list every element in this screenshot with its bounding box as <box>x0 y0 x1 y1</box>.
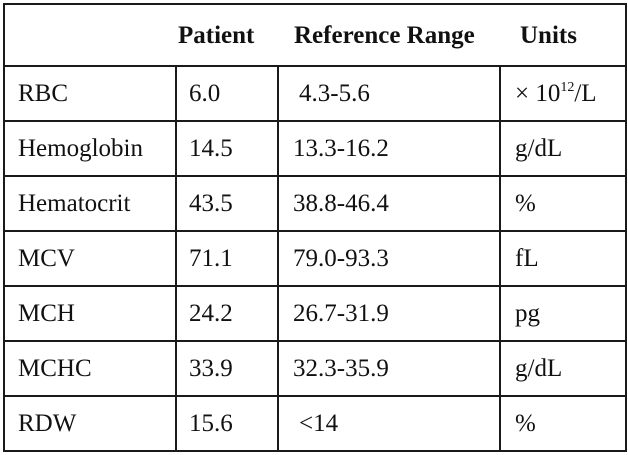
table-row: RBC 6.0 4.3-5.6 × 1012/L <box>3 65 627 122</box>
reference-range: 26.7-31.9 <box>277 285 501 342</box>
table-row: MCV 71.1 79.0-93.3 fL <box>3 230 627 287</box>
header-units: Units <box>520 21 577 49</box>
test-name: Hemoglobin <box>3 120 177 177</box>
unit: fL <box>499 230 627 287</box>
table-row: MCH 24.2 26.7-31.9 pg <box>3 285 627 342</box>
table-header-row: Patient Reference Range Units <box>3 3 627 67</box>
unit: g/dL <box>499 340 627 397</box>
unit: g/dL <box>499 120 627 177</box>
header-patient-cell: Patient <box>176 3 278 67</box>
patient-value: 24.2 <box>175 285 279 342</box>
unit-prefix: × 10 <box>515 80 561 107</box>
test-name: MCV <box>3 230 177 287</box>
reference-range: 13.3-16.2 <box>277 120 501 177</box>
reference-range: 4.3-5.6 <box>277 65 501 122</box>
header-name <box>3 3 176 67</box>
unit-exponent: 12 <box>560 80 575 95</box>
patient-value: 6.0 <box>175 65 279 122</box>
patient-value: 33.9 <box>175 340 279 397</box>
table-row: RDW 15.6 <14 % <box>3 395 627 452</box>
unit: % <box>499 175 627 232</box>
reference-range: 38.8-46.4 <box>277 175 501 232</box>
header-reference-cell: Reference Range <box>278 3 500 67</box>
unit-suffix: /L <box>574 80 597 107</box>
patient-value: 71.1 <box>175 230 279 287</box>
test-name: RDW <box>3 395 177 452</box>
lab-results-table: Patient Reference Range Units RBC 6.0 4.… <box>3 3 627 452</box>
unit-cell: × 1012/L <box>499 65 627 122</box>
header-units-cell: Units <box>500 3 627 67</box>
unit: pg <box>499 285 627 342</box>
reference-range: 79.0-93.3 <box>277 230 501 287</box>
unit: % <box>499 395 627 452</box>
table-row: Hematocrit 43.5 38.8-46.4 % <box>3 175 627 232</box>
test-name: MCHC <box>3 340 177 397</box>
reference-range: 32.3-35.9 <box>277 340 501 397</box>
table-row: MCHC 33.9 32.3-35.9 g/dL <box>3 340 627 397</box>
patient-value: 14.5 <box>175 120 279 177</box>
reference-range: <14 <box>277 395 501 452</box>
test-name: Hematocrit <box>3 175 177 232</box>
header-reference-range: Reference Range <box>294 21 475 49</box>
header-patient: Patient <box>178 21 255 49</box>
patient-value: 43.5 <box>175 175 279 232</box>
table-row: Hemoglobin 14.5 13.3-16.2 g/dL <box>3 120 627 177</box>
test-name: MCH <box>3 285 177 342</box>
test-name: RBC <box>3 65 177 122</box>
patient-value: 15.6 <box>175 395 279 452</box>
